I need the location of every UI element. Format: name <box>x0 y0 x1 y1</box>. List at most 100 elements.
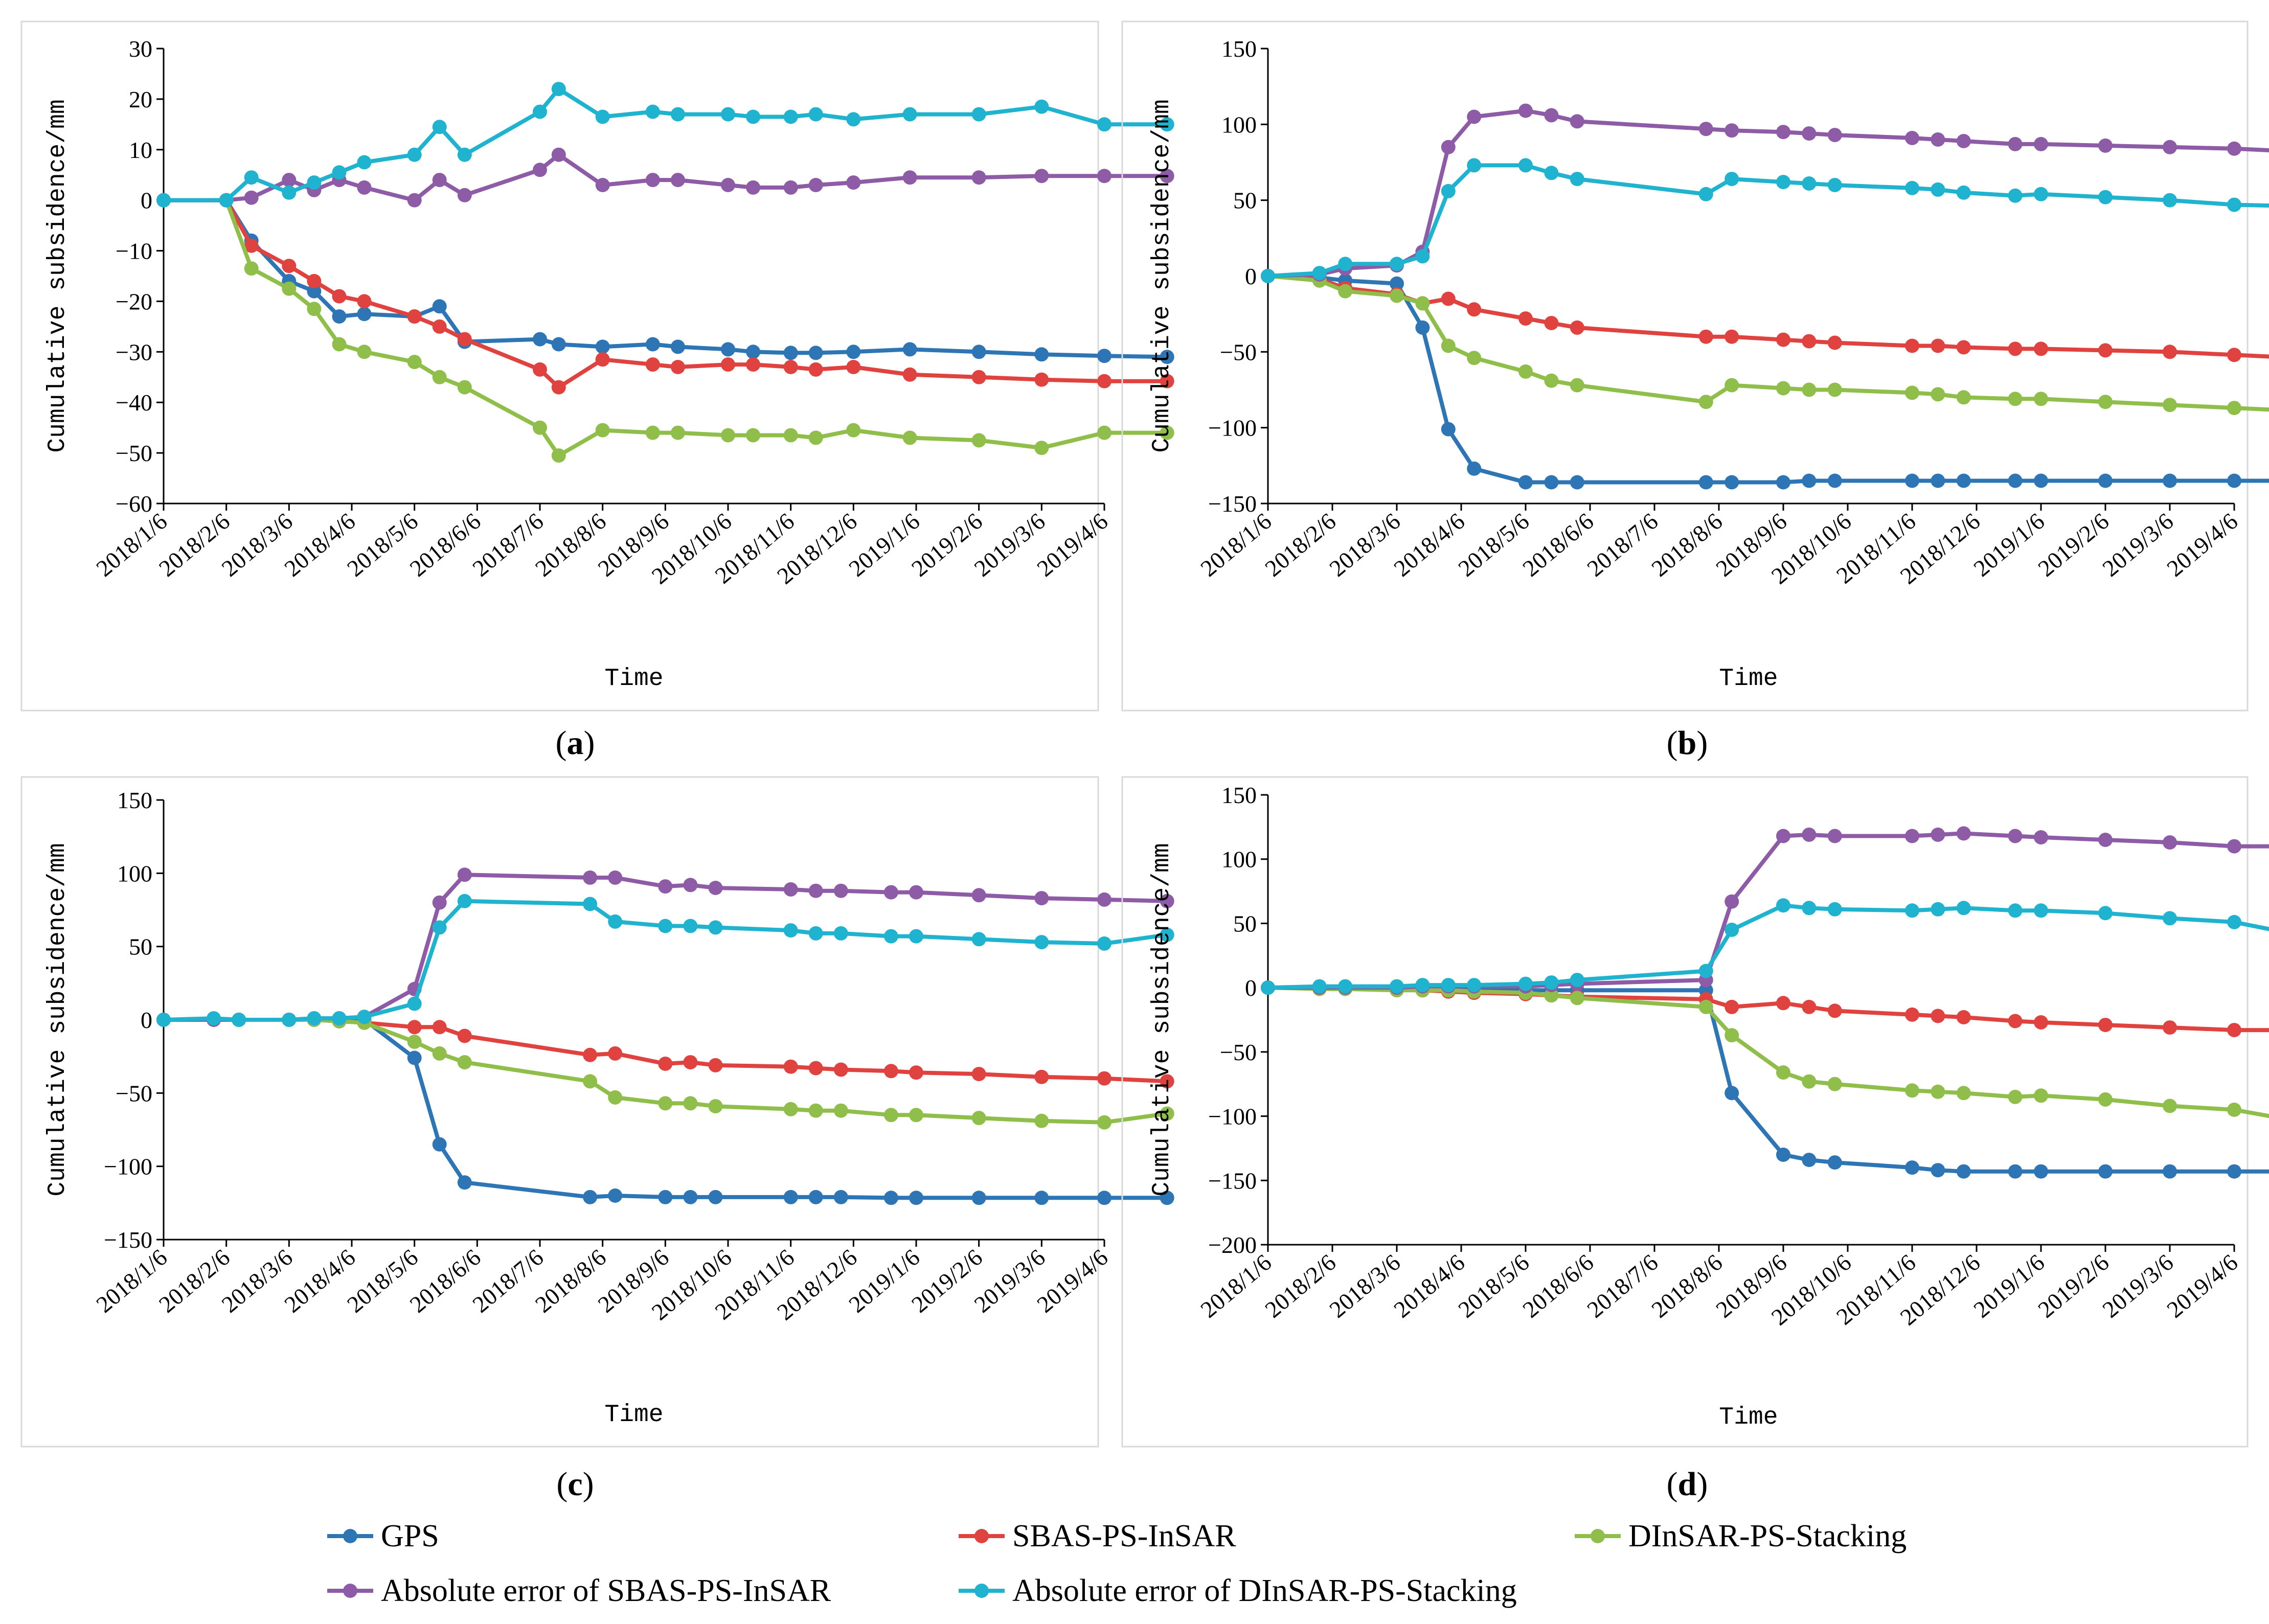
data-point-dinsar <box>902 430 917 445</box>
data-point-sbas <box>2098 1018 2113 1033</box>
data-point-gps <box>1441 422 1456 437</box>
series-line-abs_sbas <box>164 873 1167 1022</box>
data-point-abs_sbas <box>1725 123 1739 138</box>
data-point-abs_sbas <box>708 881 723 895</box>
data-point-dinsar <box>457 1055 472 1070</box>
data-point-abs_dinsar <box>282 185 297 200</box>
data-point-dinsar <box>282 281 297 296</box>
data-point-dinsar <box>1698 395 1713 409</box>
y-axis-title: Cumulative subsidence/mm <box>44 99 72 452</box>
data-point-sbas <box>1802 334 1817 349</box>
data-point-dinsar <box>2034 392 2048 406</box>
data-point-abs_sbas <box>1931 827 1945 842</box>
data-point-sbas <box>2008 1014 2023 1028</box>
data-point-dinsar <box>1097 425 1111 440</box>
data-point-dinsar <box>1956 390 1971 405</box>
series-dinsar <box>156 193 1174 463</box>
data-point-sbas <box>2227 348 2241 362</box>
y-tick-label: 100 <box>1221 847 1257 873</box>
data-point-abs_dinsar <box>1931 902 1945 917</box>
data-point-sbas <box>1097 374 1111 388</box>
data-point-gps <box>1034 1191 1049 1205</box>
data-point-abs_dinsar <box>219 193 234 208</box>
series-abs_dinsar <box>1261 898 2269 995</box>
data-point-sbas <box>583 1047 598 1062</box>
data-point-abs_dinsar <box>971 932 986 947</box>
series-sbas <box>1261 269 2269 362</box>
data-point-sbas <box>1905 1007 1919 1022</box>
data-point-abs_sbas <box>1776 125 1790 140</box>
data-point-abs_sbas <box>645 173 660 188</box>
data-point-sbas <box>332 289 347 304</box>
x-tick-label: 2018/5/6 <box>342 1244 423 1318</box>
x-tick-label: 2018/7/6 <box>1582 1249 1663 1323</box>
data-point-dinsar <box>583 1074 598 1089</box>
series-sbas <box>156 193 1174 395</box>
chart-panel-a: 30 20 10 0 −10 −20 −30 −40 −50 −602018/1/62018/2/… <box>20 20 1174 712</box>
x-tick-label: 2019/3/6 <box>2097 1249 2178 1323</box>
data-point-sbas <box>1467 302 1482 317</box>
data-point-abs_dinsar <box>1905 180 1919 195</box>
data-point-dinsar <box>746 428 761 443</box>
data-point-abs_dinsar <box>783 109 798 124</box>
data-point-sbas <box>1034 1069 1049 1084</box>
panels-group: 3020100−10−20−30−40−50−602018/1/62018/2/… <box>20 20 2269 1448</box>
x-tick-label: 2018/4/6 <box>279 508 360 582</box>
data-point-gps <box>846 345 861 359</box>
data-point-abs_dinsar <box>307 1011 322 1026</box>
data-point-abs_dinsar <box>1802 901 1817 916</box>
data-point-abs_dinsar <box>608 914 623 929</box>
data-point-dinsar <box>2163 1099 2177 1113</box>
data-point-abs_dinsar <box>1441 184 1456 198</box>
y-tick-label: 100 <box>1221 111 1257 138</box>
data-point-dinsar <box>1518 364 1533 379</box>
data-point-gps <box>1905 1160 1919 1175</box>
data-point-abs_dinsar <box>1931 182 1945 197</box>
x-axis-title: Time <box>1719 1404 1778 1431</box>
x-tick-label: 2018/2/6 <box>154 1244 235 1318</box>
data-point-gps <box>432 299 447 314</box>
data-point-dinsar <box>670 425 685 440</box>
data-point-sbas <box>846 360 861 374</box>
data-point-dinsar <box>407 1035 422 1049</box>
data-point-abs_sbas <box>282 173 297 188</box>
data-point-sbas <box>1956 1010 1971 1024</box>
data-point-sbas <box>833 1062 848 1077</box>
data-point-gps <box>432 1137 447 1152</box>
data-point-dinsar <box>883 1108 898 1123</box>
data-point-sbas <box>244 238 259 253</box>
x-tick-label: 2018/1/6 <box>91 508 172 582</box>
data-point-abs_sbas <box>670 173 685 188</box>
y-tick-label: −100 <box>1208 1104 1257 1130</box>
data-point-sbas <box>808 1061 823 1076</box>
data-point-abs_sbas <box>2034 136 2048 151</box>
data-point-abs_sbas <box>902 170 917 185</box>
data-point-sbas <box>608 1046 623 1061</box>
data-point-dinsar <box>1544 988 1559 1003</box>
data-point-gps <box>783 1190 798 1204</box>
data-point-sbas <box>1160 1074 1174 1089</box>
data-point-abs_sbas <box>1160 894 1174 908</box>
data-point-gps <box>2227 473 2241 488</box>
data-point-abs_dinsar <box>1467 158 1482 173</box>
data-point-sbas <box>2034 1015 2048 1030</box>
data-point-gps <box>1518 475 1533 490</box>
x-tick-label: 2018/3/6 <box>1324 1249 1405 1323</box>
data-point-sbas <box>551 380 566 395</box>
legend-label-gps: GPS <box>381 1519 439 1553</box>
data-point-dinsar <box>1725 1028 1739 1043</box>
data-point-abs_dinsar <box>658 919 673 933</box>
data-point-abs_dinsar <box>883 929 898 944</box>
data-point-abs_dinsar <box>307 175 322 190</box>
y-tick-label: −150 <box>1208 491 1257 517</box>
data-point-abs_dinsar <box>1415 249 1430 264</box>
data-point-abs_sbas <box>595 178 610 192</box>
y-tick-label: 50 <box>1233 188 1257 214</box>
data-point-abs_sbas <box>244 190 259 205</box>
data-point-dinsar <box>1956 1086 1971 1101</box>
data-point-dinsar <box>2008 1089 2023 1104</box>
data-point-gps <box>1698 475 1713 490</box>
data-point-dinsar <box>307 302 322 316</box>
data-point-dinsar <box>1570 991 1584 1005</box>
